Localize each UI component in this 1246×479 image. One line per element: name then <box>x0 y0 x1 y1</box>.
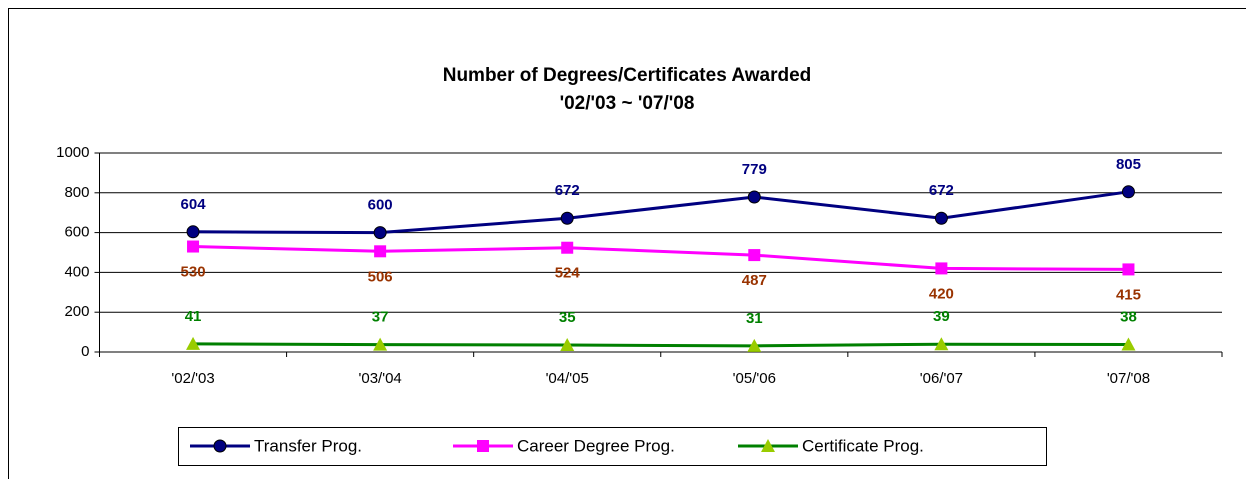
series-line <box>193 342 1129 348</box>
chart-title: Number of Degrees/Certificates Awarded <box>443 65 812 86</box>
y-tick-label: 0 <box>81 343 89 360</box>
data-label: 35 <box>559 309 576 326</box>
marker <box>560 338 575 352</box>
data-label: 604 <box>181 196 207 213</box>
data-label: 672 <box>929 182 954 199</box>
legend-label: Career Degree Prog. <box>517 436 675 455</box>
marker <box>935 262 948 275</box>
data-label: 415 <box>1116 286 1141 303</box>
x-tick-label: '06/'07 <box>920 370 963 387</box>
data-label: 506 <box>368 268 393 285</box>
series-line <box>193 245 1129 271</box>
data-label: 805 <box>1116 156 1141 173</box>
marker <box>186 225 200 239</box>
x-tick-label: '03/'04 <box>358 370 401 387</box>
data-label: 420 <box>929 285 954 302</box>
data-label: 779 <box>742 161 767 178</box>
data-label: 672 <box>555 182 580 199</box>
marker <box>1121 337 1136 351</box>
y-tick-label: 1000 <box>56 144 89 161</box>
marker <box>934 337 949 351</box>
data-label: 530 <box>181 263 206 280</box>
chart-subtitle: '02/'03 ~ '07/'08 <box>560 93 695 114</box>
marker <box>561 241 574 254</box>
data-label: 38 <box>1120 308 1137 325</box>
data-label: 31 <box>746 310 763 327</box>
data-label: 41 <box>185 308 202 325</box>
data-label: 39 <box>933 308 950 325</box>
data-label: 487 <box>742 272 767 289</box>
marker <box>747 338 762 352</box>
x-tick-label: '07/'08 <box>1107 370 1150 387</box>
marker <box>1122 263 1135 276</box>
legend-box <box>178 427 1047 466</box>
chart-frame <box>8 8 1246 479</box>
marker <box>747 190 761 204</box>
marker <box>213 439 227 453</box>
y-tick-label: 400 <box>64 263 89 280</box>
y-tick-label: 800 <box>64 184 89 201</box>
x-tick-label: '02/'03 <box>171 370 214 387</box>
legend: Transfer Prog. Career Degree Prog. Certifi… <box>178 427 1047 466</box>
y-tick-label: 200 <box>64 303 89 320</box>
legend-label: Transfer Prog. <box>254 436 362 455</box>
series-line <box>193 190 1129 235</box>
data-label: 600 <box>368 197 393 214</box>
marker <box>934 211 948 225</box>
legend-label: Certificate Prog. <box>802 436 924 455</box>
marker <box>1121 185 1135 199</box>
marker <box>186 336 201 350</box>
data-label: 37 <box>372 309 389 326</box>
marker <box>373 337 388 351</box>
marker <box>374 245 387 258</box>
marker <box>761 439 775 452</box>
data-label: 524 <box>555 265 581 282</box>
marker <box>187 240 200 253</box>
marker <box>477 440 489 452</box>
y-tick-label: 600 <box>64 224 89 241</box>
x-tick-label: '04/'05 <box>546 370 589 387</box>
marker <box>748 249 761 262</box>
marker <box>373 226 387 240</box>
marker <box>560 211 574 225</box>
x-tick-label: '05/'06 <box>733 370 776 387</box>
